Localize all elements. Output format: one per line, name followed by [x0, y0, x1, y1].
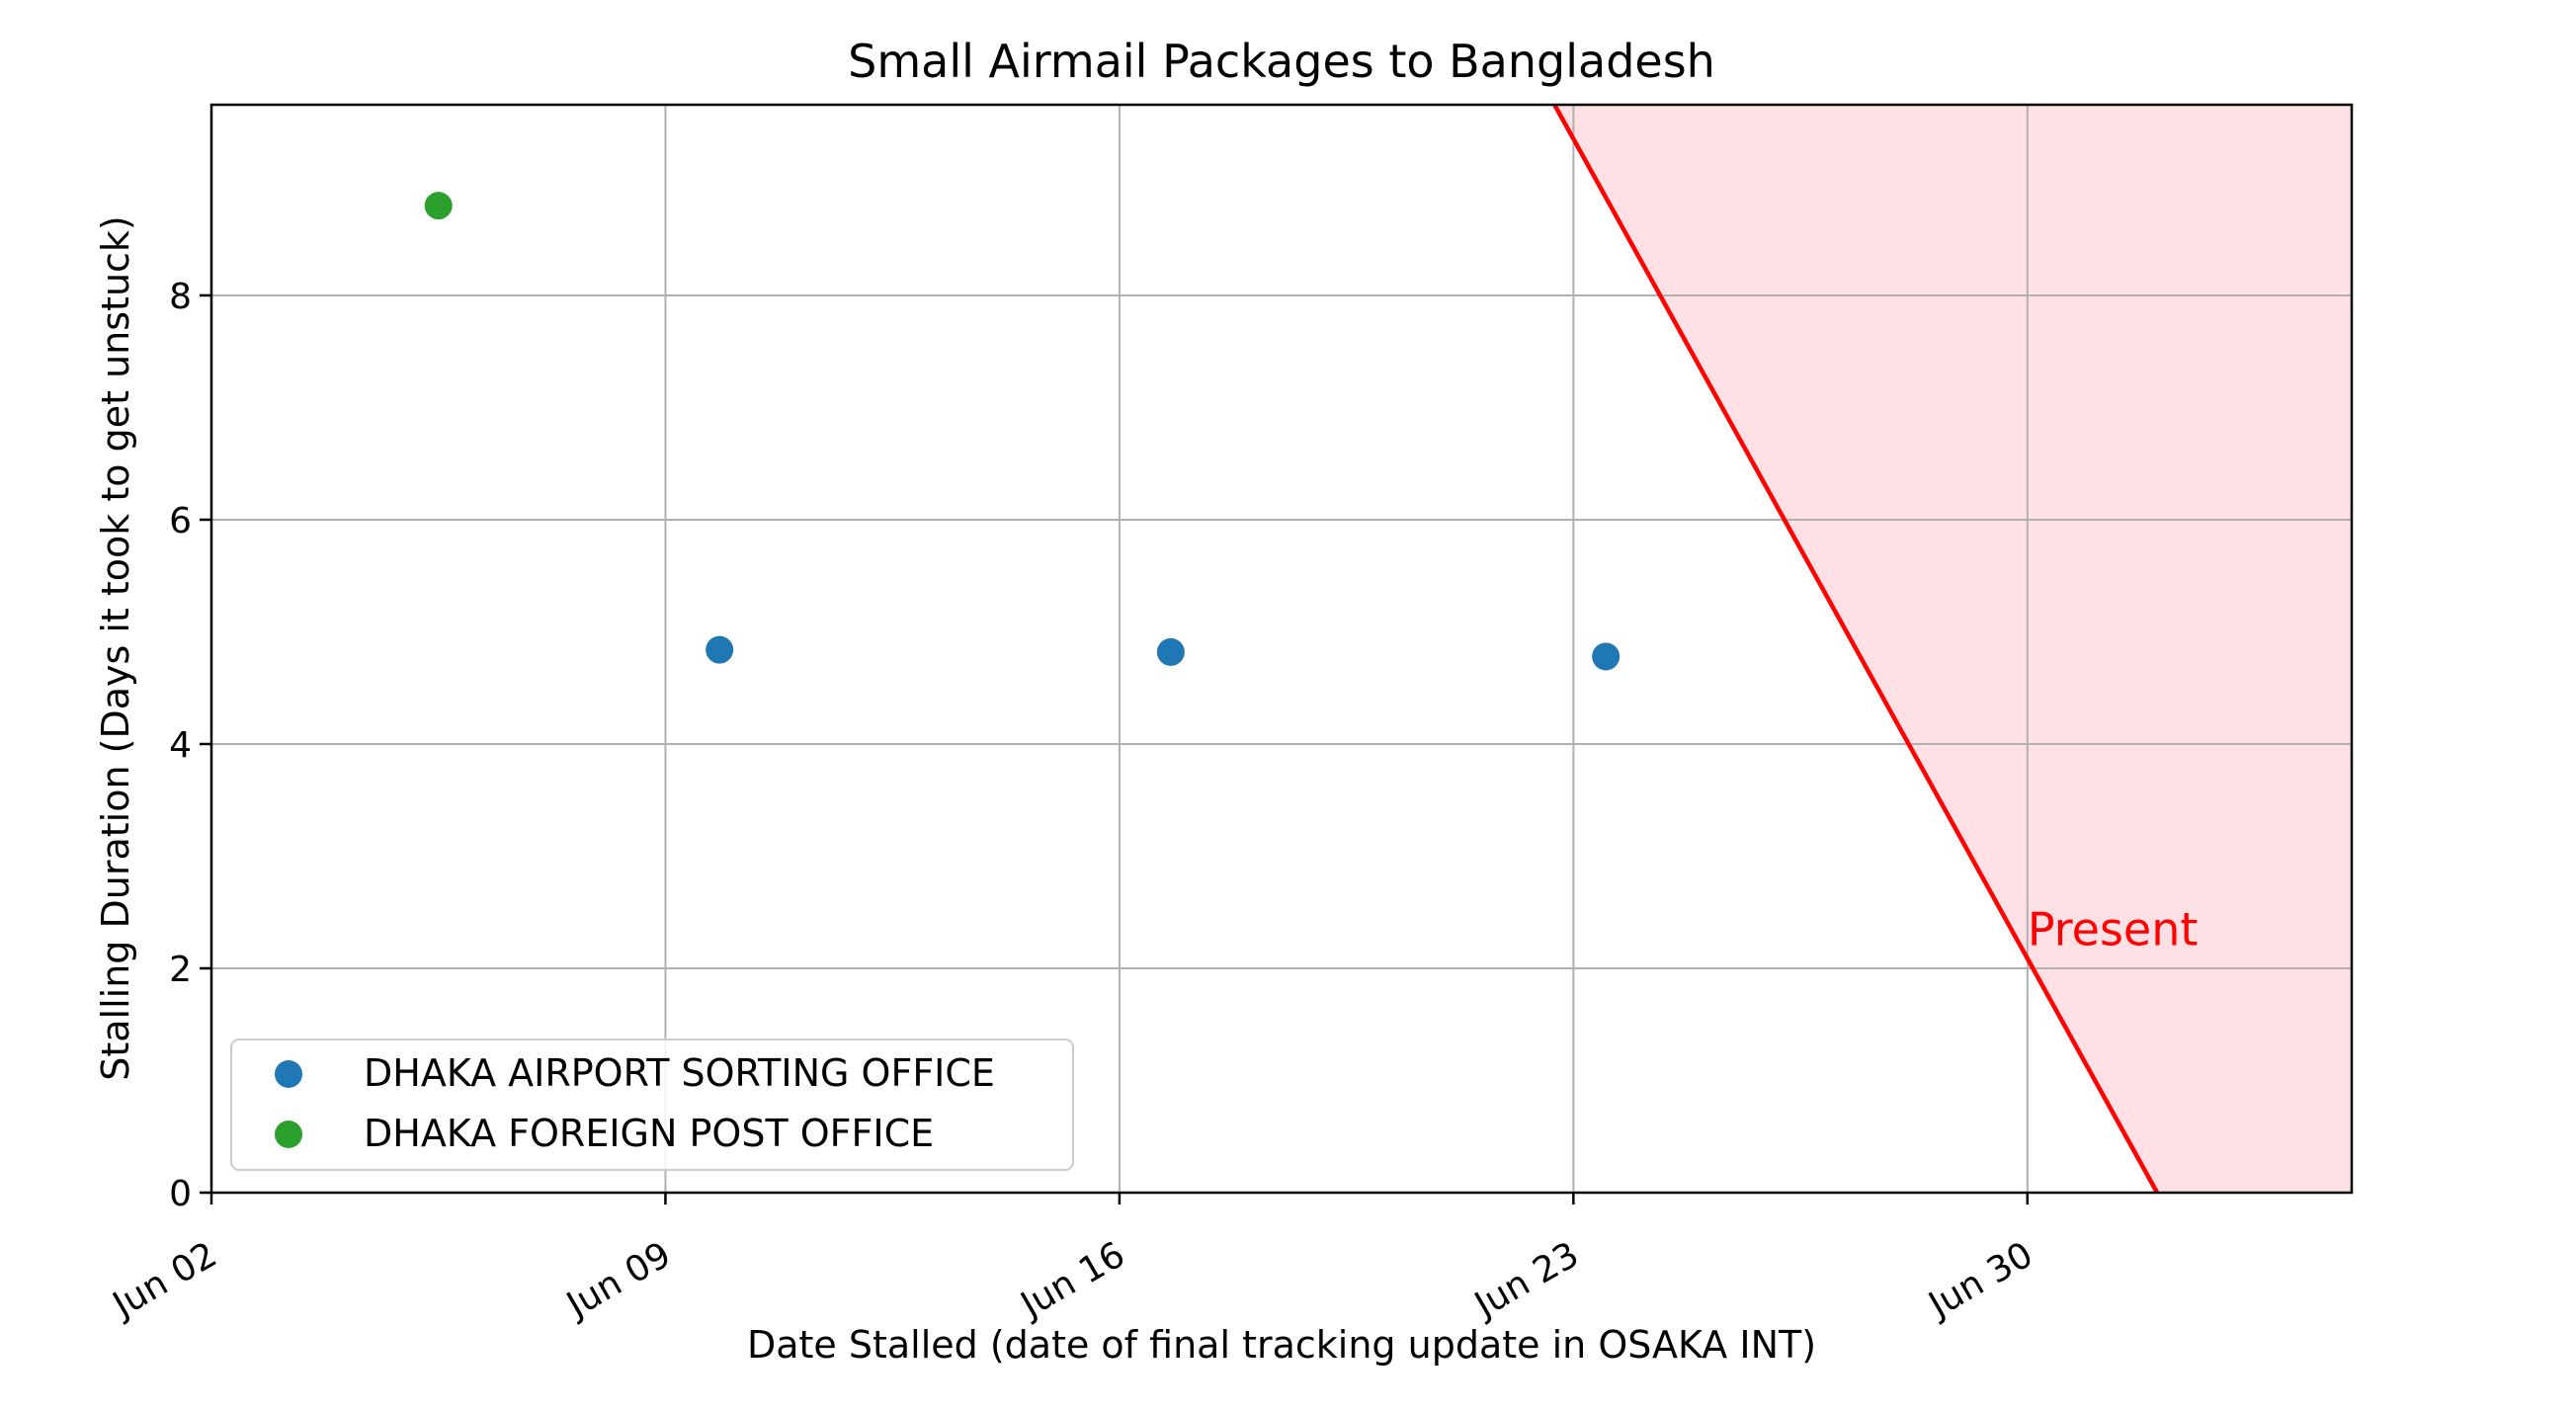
present-annotation: Present: [2028, 902, 2199, 956]
y-tick-label: 0: [169, 1174, 192, 1214]
data-point: [424, 192, 453, 220]
present-line: [1552, 105, 2160, 1193]
future-region: [1554, 105, 2352, 1193]
x-axis-label: Date Stalled (date of final tracking upd…: [747, 1323, 1816, 1367]
legend-marker-sorting-office: [275, 1060, 302, 1088]
legend-label-sorting-office: DHAKA AIRPORT SORTING OFFICE: [364, 1051, 995, 1095]
y-tick-label: 4: [169, 725, 192, 766]
legend: DHAKA AIRPORT SORTING OFFICE DHAKA FOREI…: [230, 1039, 1074, 1171]
y-tick-label: 6: [169, 501, 192, 541]
present-line-layer: [1552, 105, 2160, 1193]
y-tick-label: 8: [169, 277, 192, 317]
y-axis-label: Stalling Duration (Days it took to get u…: [94, 215, 137, 1081]
y-tick-label: 2: [169, 950, 192, 990]
data-point: [706, 635, 734, 664]
legend-box: [230, 1039, 1074, 1171]
chart-title: Small Airmail Packages to Bangladesh: [848, 35, 1715, 88]
future-region-layer: [1554, 105, 2352, 1193]
data-point: [1156, 637, 1185, 666]
plot-frame: [209, 103, 2354, 1195]
y-axis-ticks: 0 2 4 6 8: [169, 277, 211, 1214]
data-point: [1592, 642, 1620, 671]
legend-marker-foreign-post-office: [275, 1121, 302, 1148]
legend-label-foreign-post-office: DHAKA FOREIGN POST OFFICE: [364, 1112, 934, 1155]
data-point-layer: [424, 192, 1620, 671]
